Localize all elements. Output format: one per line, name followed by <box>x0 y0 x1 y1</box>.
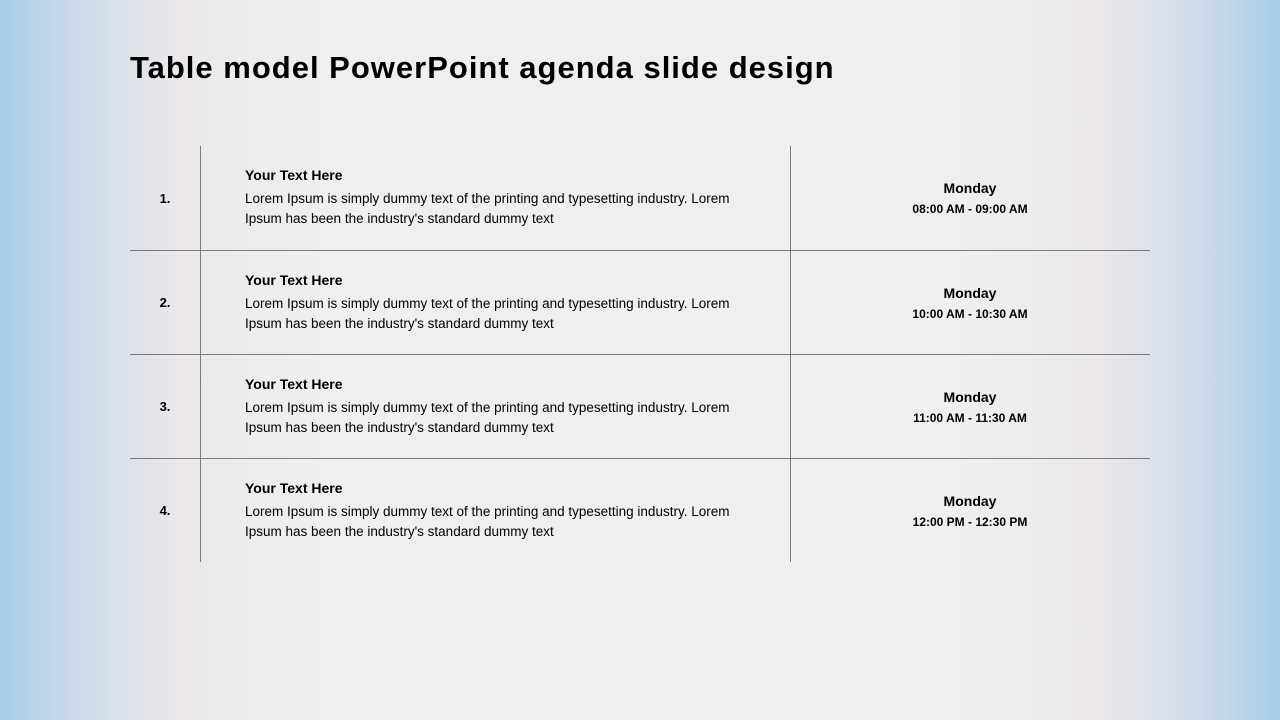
row-schedule: Monday 11:00 AM - 11:30 AM <box>790 389 1150 425</box>
row-content: Your Text Here Lorem Ipsum is simply dum… <box>200 272 790 333</box>
schedule-day: Monday <box>790 493 1150 509</box>
schedule-day: Monday <box>790 285 1150 301</box>
row-content: Your Text Here Lorem Ipsum is simply dum… <box>200 167 790 228</box>
schedule-time: 11:00 AM - 11:30 AM <box>790 411 1150 425</box>
row-content: Your Text Here Lorem Ipsum is simply dum… <box>200 376 790 437</box>
schedule-time: 12:00 PM - 12:30 PM <box>790 515 1150 529</box>
slide-title: Table model PowerPoint agenda slide desi… <box>130 50 1150 86</box>
row-number: 4. <box>130 503 200 518</box>
item-heading: Your Text Here <box>245 167 760 183</box>
item-heading: Your Text Here <box>245 376 760 392</box>
row-schedule: Monday 08:00 AM - 09:00 AM <box>790 180 1150 216</box>
agenda-row: 4. Your Text Here Lorem Ipsum is simply … <box>130 458 1150 562</box>
row-number: 3. <box>130 399 200 414</box>
row-schedule: Monday 12:00 PM - 12:30 PM <box>790 493 1150 529</box>
schedule-time: 10:00 AM - 10:30 AM <box>790 307 1150 321</box>
schedule-day: Monday <box>790 180 1150 196</box>
agenda-row: 2. Your Text Here Lorem Ipsum is simply … <box>130 250 1150 354</box>
schedule-day: Monday <box>790 389 1150 405</box>
item-description: Lorem Ipsum is simply dummy text of the … <box>245 502 760 541</box>
item-description: Lorem Ipsum is simply dummy text of the … <box>245 294 760 333</box>
row-content: Your Text Here Lorem Ipsum is simply dum… <box>200 480 790 541</box>
row-schedule: Monday 10:00 AM - 10:30 AM <box>790 285 1150 321</box>
agenda-row: 1. Your Text Here Lorem Ipsum is simply … <box>130 146 1150 250</box>
item-heading: Your Text Here <box>245 272 760 288</box>
row-number: 1. <box>130 191 200 206</box>
row-number: 2. <box>130 295 200 310</box>
agenda-slide: Table model PowerPoint agenda slide desi… <box>0 0 1280 720</box>
agenda-table: 1. Your Text Here Lorem Ipsum is simply … <box>130 146 1150 562</box>
schedule-time: 08:00 AM - 09:00 AM <box>790 202 1150 216</box>
item-description: Lorem Ipsum is simply dummy text of the … <box>245 398 760 437</box>
item-heading: Your Text Here <box>245 480 760 496</box>
agenda-row: 3. Your Text Here Lorem Ipsum is simply … <box>130 354 1150 458</box>
item-description: Lorem Ipsum is simply dummy text of the … <box>245 189 760 228</box>
